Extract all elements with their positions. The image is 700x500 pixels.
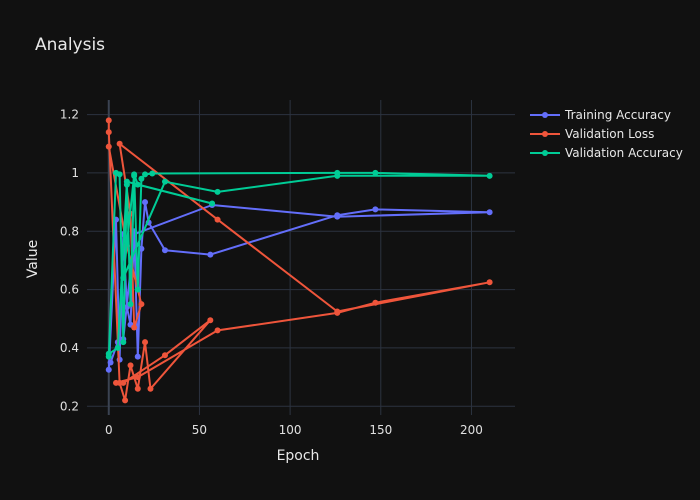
series-validation-loss	[105, 117, 493, 404]
legend-label: Training Accuracy	[564, 108, 671, 122]
x-tick-label: 0	[105, 423, 113, 437]
data-point[interactable]	[127, 301, 134, 308]
data-point[interactable]	[207, 251, 214, 258]
data-point[interactable]	[134, 181, 141, 188]
y-tick-label: 1	[71, 166, 79, 180]
legend-label: Validation Accuracy	[565, 146, 683, 160]
data-point[interactable]	[105, 143, 112, 150]
data-point[interactable]	[105, 117, 112, 124]
legend-item-validation-accuracy[interactable]: Validation Accuracy	[530, 146, 683, 160]
series-validation-accuracy	[105, 169, 493, 360]
data-point[interactable]	[142, 199, 149, 206]
data-point[interactable]	[372, 169, 379, 176]
legend-swatch-marker	[542, 150, 548, 156]
legend-item-training-accuracy[interactable]: Training Accuracy	[530, 108, 671, 122]
data-point[interactable]	[149, 170, 156, 177]
data-point[interactable]	[372, 206, 379, 213]
legend-swatch-marker	[542, 131, 548, 137]
grid	[87, 100, 515, 415]
y-tick-label: 0.4	[60, 341, 79, 355]
legend-label: Validation Loss	[565, 127, 654, 141]
series-line-training-accuracy	[107, 201, 491, 370]
data-point[interactable]	[127, 362, 134, 369]
data-point[interactable]	[134, 385, 141, 392]
data-point[interactable]	[105, 129, 112, 136]
data-point[interactable]	[486, 209, 493, 216]
data-point[interactable]	[138, 301, 145, 308]
data-point[interactable]	[209, 200, 216, 207]
data-point[interactable]	[214, 216, 221, 223]
data-point[interactable]	[147, 385, 154, 392]
data-point[interactable]	[134, 374, 141, 381]
data-point[interactable]	[120, 339, 127, 346]
data-point[interactable]	[142, 171, 149, 178]
legend[interactable]: Training Accuracy Validation Loss Validati…	[530, 108, 683, 160]
data-point[interactable]	[334, 172, 341, 179]
data-point[interactable]	[116, 140, 123, 147]
axis-ticks: 0.2 0.4 0.6 0.8 1 1.2 0 50 100 150 200	[60, 108, 483, 437]
y-tick-label: 0.8	[60, 224, 79, 238]
data-point[interactable]	[116, 171, 123, 178]
data-point[interactable]	[114, 344, 121, 351]
y-tick-label: 0.2	[60, 399, 79, 413]
series-training-accuracy	[105, 199, 493, 373]
data-point[interactable]	[131, 324, 138, 331]
x-tick-label: 100	[279, 423, 302, 437]
series-line-validation-accuracy	[107, 171, 491, 357]
x-tick-label: 50	[192, 423, 207, 437]
chart-title: Analysis	[35, 35, 105, 55]
data-point[interactable]	[123, 178, 130, 185]
data-point[interactable]	[214, 188, 221, 195]
data-point[interactable]	[161, 247, 168, 254]
data-point[interactable]	[138, 175, 145, 182]
data-point[interactable]	[334, 213, 341, 220]
data-point[interactable]	[107, 359, 114, 366]
data-point[interactable]	[207, 317, 214, 324]
data-point[interactable]	[131, 171, 138, 178]
data-point[interactable]	[134, 286, 141, 293]
data-point[interactable]	[122, 397, 129, 404]
data-point[interactable]	[161, 178, 168, 185]
data-point[interactable]	[142, 339, 149, 346]
x-axis-label: Epoch	[277, 448, 320, 464]
y-axis-label: Value	[25, 240, 41, 278]
data-point[interactable]	[120, 379, 127, 386]
legend-item-validation-loss[interactable]: Validation Loss	[530, 127, 654, 141]
series-line-validation-loss	[107, 120, 491, 402]
data-point[interactable]	[486, 172, 493, 179]
y-tick-label: 0.6	[60, 283, 79, 297]
legend-swatch-marker	[542, 112, 548, 118]
data-point[interactable]	[214, 327, 221, 334]
data-point[interactable]	[113, 379, 120, 386]
data-point[interactable]	[105, 366, 112, 373]
data-point[interactable]	[486, 279, 493, 286]
x-tick-label: 150	[369, 423, 392, 437]
data-point[interactable]	[120, 274, 127, 281]
data-point[interactable]	[134, 353, 141, 360]
data-point[interactable]	[105, 350, 112, 357]
data-point[interactable]	[334, 308, 341, 315]
data-point[interactable]	[161, 352, 168, 359]
data-point[interactable]	[372, 299, 379, 306]
plot-area	[105, 117, 493, 404]
y-tick-label: 1.2	[60, 108, 79, 122]
x-tick-label: 200	[460, 423, 483, 437]
